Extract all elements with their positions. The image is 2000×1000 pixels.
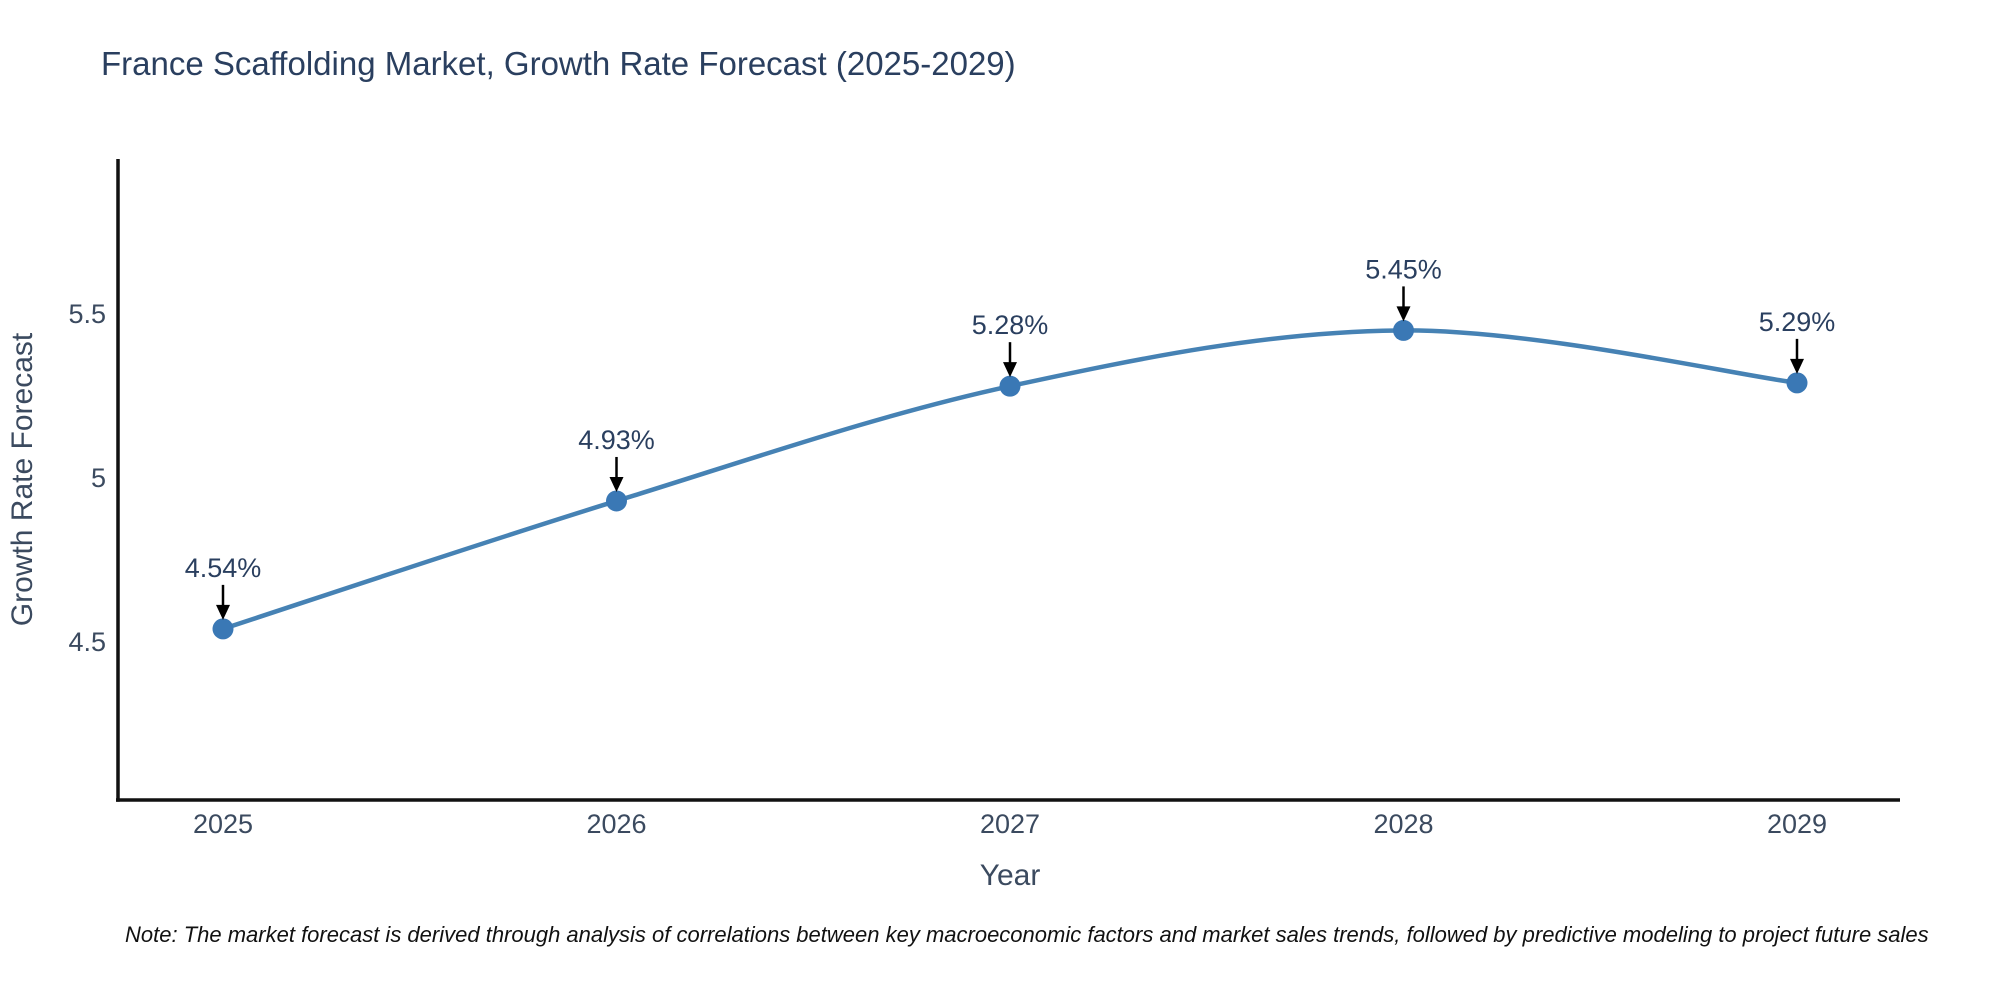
data-label: 5.29% xyxy=(1759,307,1836,337)
x-tick-label: 2025 xyxy=(193,809,253,839)
annotation-arrow-head xyxy=(1790,358,1804,374)
data-point-marker xyxy=(212,618,234,640)
x-tick-label: 2028 xyxy=(1373,809,1433,839)
x-tick-label: 2029 xyxy=(1767,809,1827,839)
data-label: 4.93% xyxy=(578,425,655,455)
data-label: 5.45% xyxy=(1365,254,1442,284)
data-point-marker xyxy=(606,490,627,512)
data-point-marker xyxy=(1393,319,1414,341)
annotation-arrow-head xyxy=(609,476,624,492)
y-tick-label: 5.5 xyxy=(68,299,106,329)
y-axis-title: Growth Rate Forecast xyxy=(6,332,39,626)
data-label: 5.28% xyxy=(972,310,1049,340)
y-tick-label: 5 xyxy=(91,463,106,493)
x-axis-title: Year xyxy=(980,859,1041,892)
annotation-arrow-head xyxy=(216,604,230,620)
y-tick-label: 4.5 xyxy=(68,627,106,657)
x-tick-label: 2026 xyxy=(586,809,646,839)
x-tick-label: 2027 xyxy=(980,809,1040,839)
footnote: Note: The market forecast is derived thr… xyxy=(125,922,1929,947)
annotation-arrow-head xyxy=(1003,362,1017,378)
chart-title: France Scaffolding Market, Growth Rate F… xyxy=(101,45,1016,82)
data-label: 4.54% xyxy=(185,553,262,583)
annotation-arrow-head xyxy=(1396,306,1411,322)
data-point-marker xyxy=(999,375,1021,397)
data-point-marker xyxy=(1786,372,1808,394)
